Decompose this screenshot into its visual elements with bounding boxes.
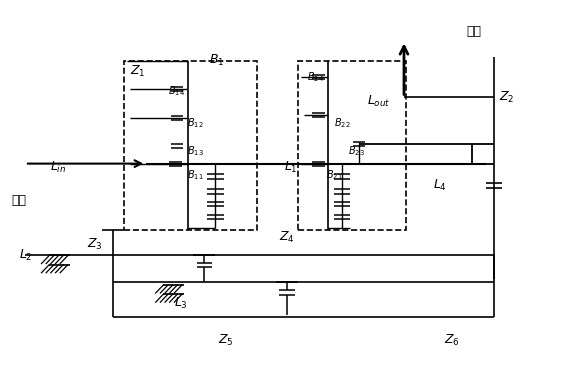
Text: $Z_{5}$: $Z_{5}$ (218, 333, 234, 348)
Text: $Z_{4}$: $Z_{4}$ (279, 230, 294, 244)
Bar (124, 61, 257, 230)
Text: $L_{out}$: $L_{out}$ (367, 94, 391, 109)
Bar (298, 61, 405, 230)
Text: $B_{23}$: $B_{23}$ (348, 144, 364, 158)
Text: $Z_{1}$: $Z_{1}$ (129, 64, 145, 79)
Text: $Z_{2}$: $Z_{2}$ (499, 90, 515, 105)
Text: $B_{1}$: $B_{1}$ (209, 53, 224, 68)
Text: $B_{24}$: $B_{24}$ (307, 70, 324, 84)
Text: $B_{21}$: $B_{21}$ (325, 168, 342, 182)
Text: 输出: 输出 (466, 25, 481, 38)
Text: $Z_{3}$: $Z_{3}$ (87, 237, 103, 252)
Text: $L_{4}$: $L_{4}$ (434, 178, 447, 193)
Text: $L_{1}$: $L_{1}$ (284, 160, 298, 175)
Text: $L_{in}$: $L_{in}$ (50, 160, 66, 175)
Text: $L_{3}$: $L_{3}$ (174, 296, 187, 311)
Text: $L_{2}$: $L_{2}$ (19, 248, 33, 263)
Text: $B_{22}$: $B_{22}$ (334, 116, 351, 130)
Text: $B_{13}$: $B_{13}$ (186, 144, 203, 158)
Text: $B_{11}$: $B_{11}$ (186, 168, 203, 182)
Text: 输入: 输入 (11, 194, 26, 207)
Text: $B_{12}$: $B_{12}$ (186, 116, 203, 130)
Text: $B_{14}$: $B_{14}$ (168, 84, 185, 98)
Text: $Z_{6}$: $Z_{6}$ (444, 333, 460, 348)
